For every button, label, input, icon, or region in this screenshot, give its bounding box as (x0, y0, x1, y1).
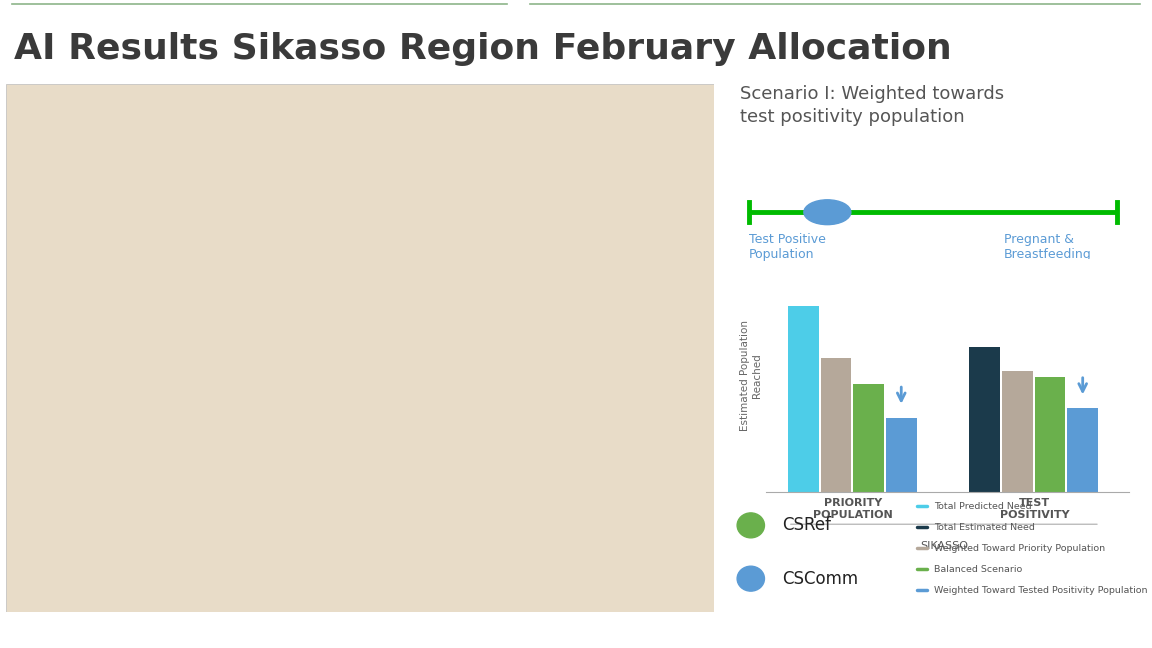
Text: Total Predicted Need: Total Predicted Need (933, 502, 1031, 511)
Bar (788, 306, 819, 492)
Bar (1002, 371, 1033, 492)
Text: CSRef: CSRef (782, 516, 832, 535)
Text: Scenario I: Weighted towards
test positivity population: Scenario I: Weighted towards test positi… (740, 85, 1003, 126)
Text: Test Positive
Population: Test Positive Population (749, 233, 826, 261)
Bar (1067, 408, 1098, 492)
Text: SIKASSO: SIKASSO (920, 541, 968, 551)
Text: CSComm: CSComm (782, 570, 858, 588)
Bar (1034, 376, 1066, 492)
Ellipse shape (737, 566, 765, 591)
Y-axis label: Estimated Population
Reached: Estimated Population Reached (740, 320, 761, 432)
Text: Weighted Toward Tested Positivity Population: Weighted Toward Tested Positivity Popula… (933, 586, 1147, 594)
Bar (854, 384, 884, 492)
Ellipse shape (804, 200, 851, 225)
Text: AI Results Sikasso Region February Allocation: AI Results Sikasso Region February Alloc… (14, 32, 952, 66)
Bar (969, 347, 1000, 492)
Bar (886, 418, 917, 492)
Text: n =150,000 COVID-19 vaccines available for allocation: n =150,000 COVID-19 vaccines available f… (9, 623, 391, 637)
Text: Pregnant &
Breastfeeding
Women: Pregnant & Breastfeeding Women (1003, 233, 1091, 276)
Text: Total Estimated Need: Total Estimated Need (933, 522, 1034, 531)
Text: Weighted Toward Priority Population: Weighted Toward Priority Population (933, 544, 1105, 553)
Bar (820, 358, 851, 492)
Text: Balanced Scenario: Balanced Scenario (933, 564, 1022, 573)
Ellipse shape (737, 513, 765, 538)
